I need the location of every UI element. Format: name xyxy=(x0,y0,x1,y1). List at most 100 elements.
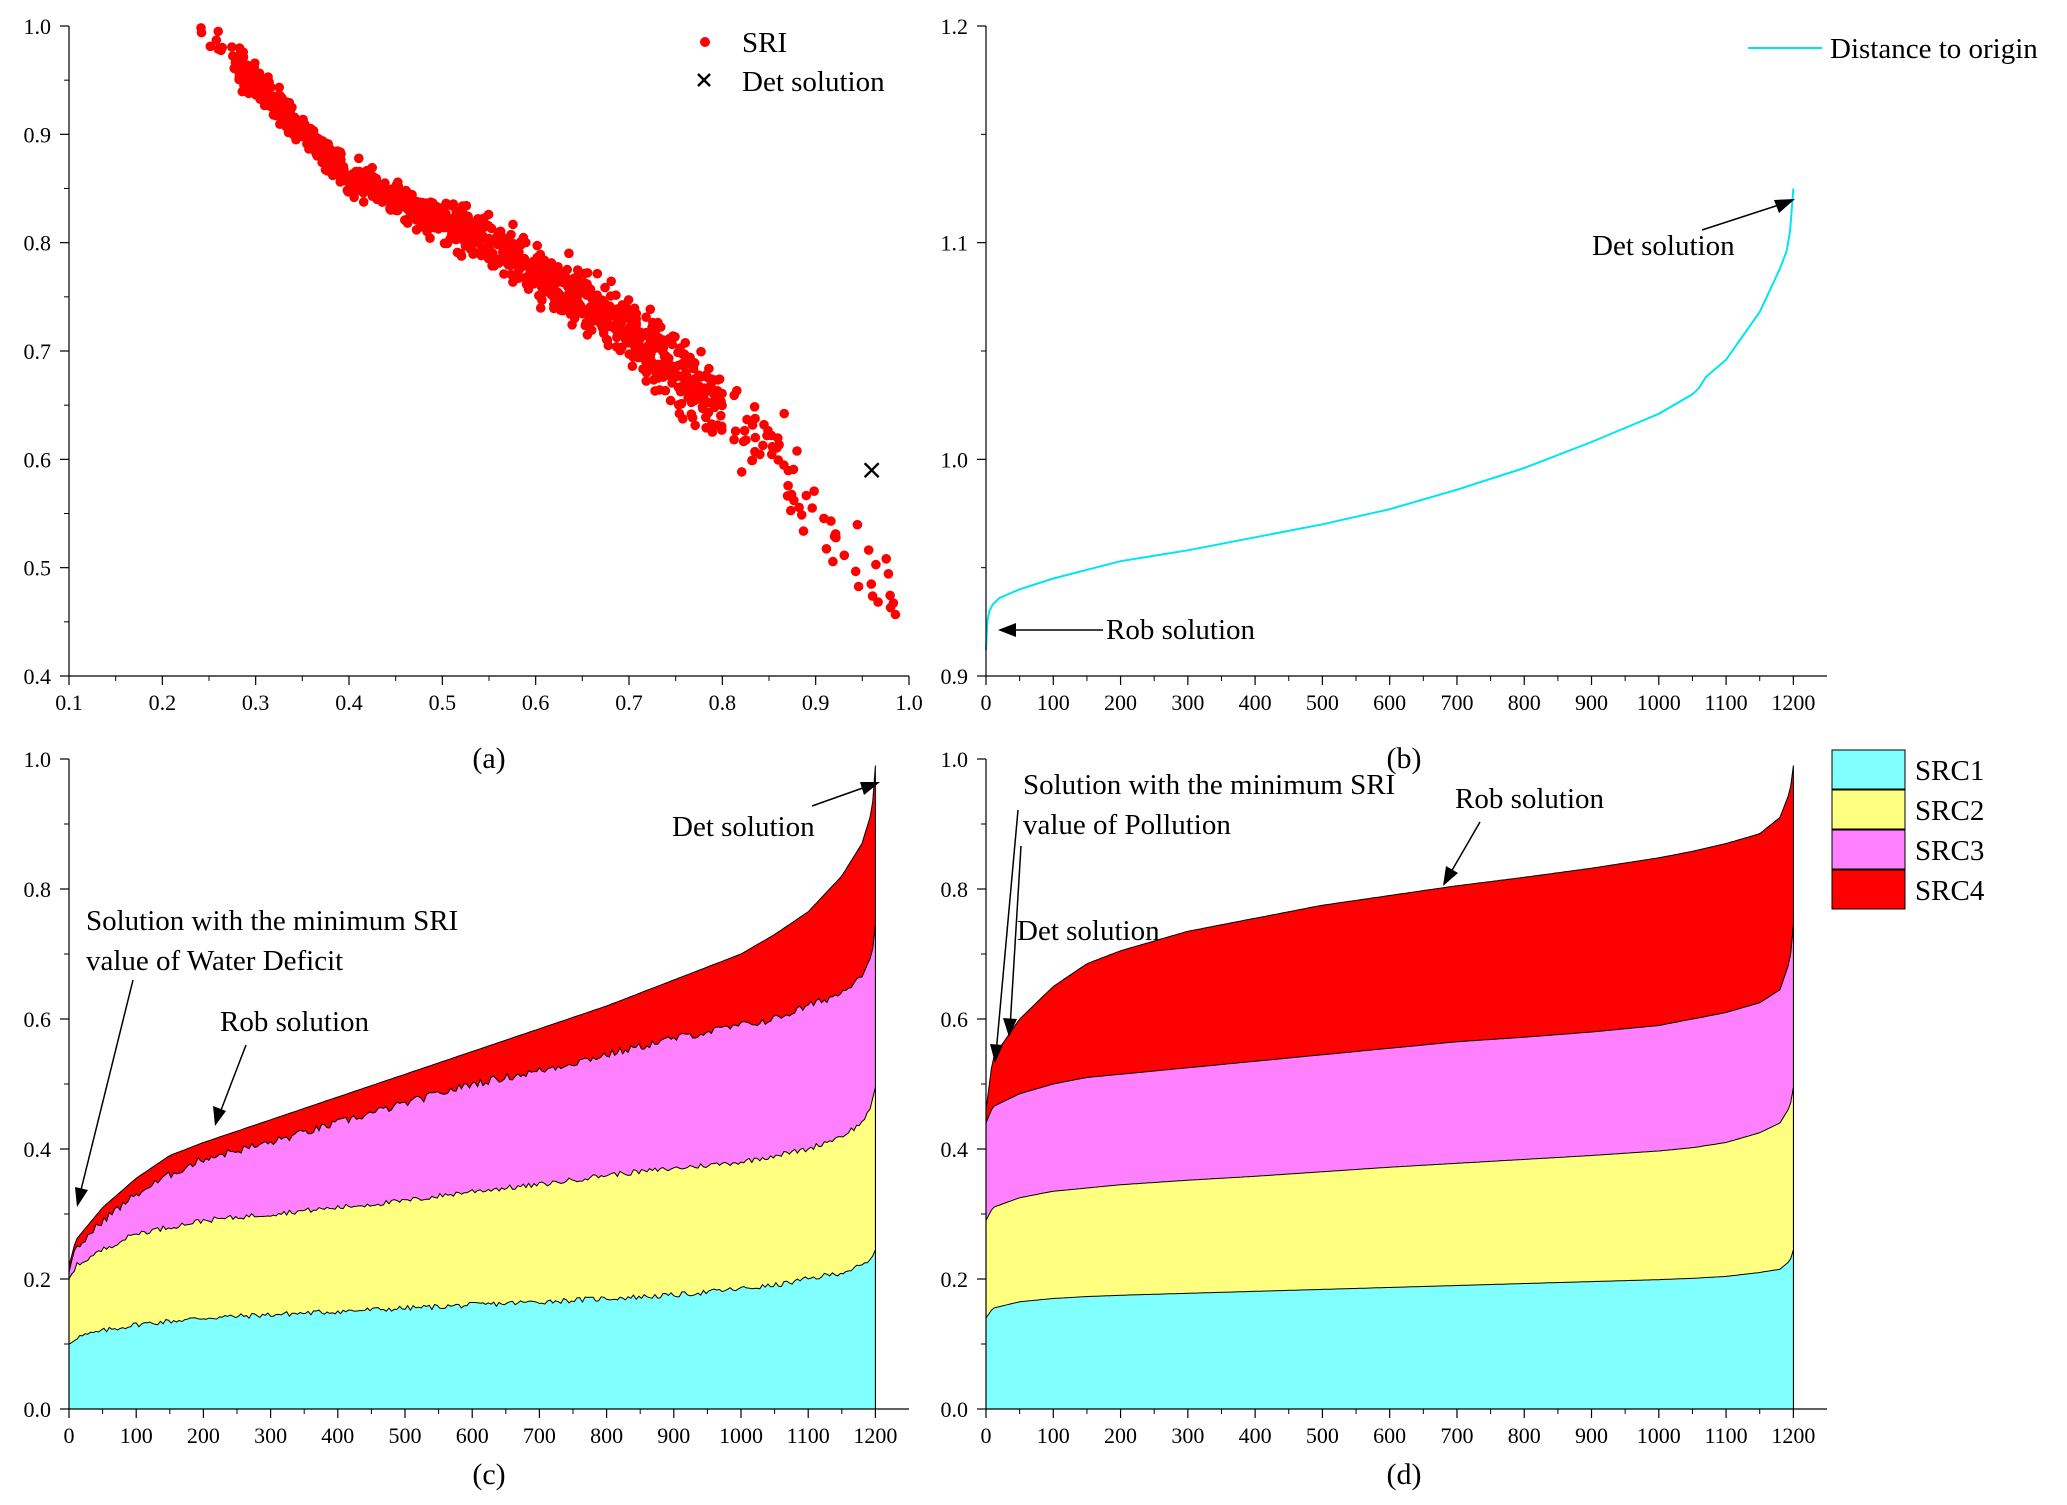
sri-point xyxy=(475,218,485,229)
sri-point xyxy=(574,307,585,318)
sri-point xyxy=(674,408,685,419)
legend-det-marker xyxy=(697,73,711,87)
sri-point xyxy=(441,212,452,223)
sri-point xyxy=(403,196,414,207)
panel-b-label: (b) xyxy=(1387,742,1422,775)
panel-d-xtick-label: 1200 xyxy=(1771,1423,1815,1448)
sri-point xyxy=(581,317,591,328)
legend-src4-swatch xyxy=(1831,869,1906,910)
panel-c-min-wd-line2: value of Water Deficit xyxy=(86,945,343,977)
sri-point xyxy=(558,277,569,288)
panel-b-xtick-label: 500 xyxy=(1306,690,1339,715)
distance-to-origin-line xyxy=(985,188,1795,651)
sri-point xyxy=(366,175,376,185)
sri-point xyxy=(510,274,520,285)
sri-point xyxy=(235,49,245,59)
panel-c-xtick-label: 100 xyxy=(120,1423,153,1448)
sri-point xyxy=(422,226,432,237)
sri-point xyxy=(374,179,384,190)
sri-point xyxy=(579,268,590,279)
sri-point xyxy=(798,526,809,536)
panel-d-xtick-label: 500 xyxy=(1306,1423,1339,1448)
sri-point xyxy=(537,295,547,306)
panel-a-xtick-label: 0.6 xyxy=(522,690,550,715)
panel-a-scatter: 0.1 0.2 0.3 0.4 0.5 0.6 0.7 0.8 0.9 1.0 0.4 0.5 0.6… xyxy=(24,14,923,775)
sri-point xyxy=(425,214,435,224)
panel-a-ytick-label: 1.0 xyxy=(24,14,52,39)
sri-point xyxy=(548,292,559,303)
sri-point xyxy=(354,166,365,177)
sri-point xyxy=(513,254,524,265)
sri-point xyxy=(357,184,368,194)
panel-a-ytick-label: 0.7 xyxy=(24,339,52,364)
sri-point xyxy=(502,253,513,263)
sri-point xyxy=(602,306,613,317)
sri-point xyxy=(819,513,829,524)
sri-point xyxy=(388,189,398,199)
sri-point xyxy=(627,361,638,372)
sri-point xyxy=(656,342,666,353)
legend-distance-label: Distance to origin xyxy=(1830,33,2038,65)
sri-point xyxy=(492,233,503,244)
sri-point xyxy=(679,361,689,372)
sri-point xyxy=(706,384,717,395)
panel-b-xtick-label: 1200 xyxy=(1771,690,1815,715)
panel-b-xtick-label: 100 xyxy=(1037,690,1070,715)
sri-point xyxy=(521,237,531,248)
panel-a-ytick-label: 0.9 xyxy=(24,122,52,147)
panel-d-xtick-label: 200 xyxy=(1104,1423,1137,1448)
sri-point xyxy=(480,245,490,256)
panel-c-rob-label: Rob solution xyxy=(220,1006,370,1038)
sri-point xyxy=(489,261,500,271)
panel-c-xtick-label: 1100 xyxy=(787,1423,830,1448)
sri-point xyxy=(683,386,694,397)
panel-b-annotation-det: Det solution xyxy=(1592,199,1795,262)
legend-sri-label: SRI xyxy=(742,27,787,59)
panel-c-plot-area xyxy=(68,765,876,1410)
sri-point xyxy=(853,581,864,592)
panel-d-xtick-label: 800 xyxy=(1508,1423,1541,1448)
panel-a-legend: SRI Det solution xyxy=(697,27,885,98)
sri-point xyxy=(706,374,717,384)
sri-point xyxy=(605,291,616,301)
legend-src3-label: SRC3 xyxy=(1915,835,1984,867)
sri-point xyxy=(888,598,899,608)
panel-d-legend: SRC1 SRC2 SRC3 SRC4 xyxy=(1831,749,1985,910)
panel-d-annotation-rob: Rob solution xyxy=(1443,783,1605,886)
sri-point xyxy=(441,198,451,209)
sri-point xyxy=(641,376,651,386)
sri-point xyxy=(593,307,604,317)
sri-point xyxy=(274,82,285,93)
panel-a-xtick-label: 0.1 xyxy=(55,690,83,715)
panel-c-annotation-min-wd: Solution with the minimum SRI value of W… xyxy=(75,905,458,1207)
sri-point xyxy=(673,400,684,410)
panel-b-xtick-label: 800 xyxy=(1508,690,1541,715)
panel-d-annotation-det: Det solution xyxy=(1017,915,1160,947)
sri-point xyxy=(637,343,648,353)
sri-point xyxy=(602,335,613,345)
sri-point xyxy=(336,149,346,159)
panel-a-ytick-label: 0.8 xyxy=(24,231,52,256)
sri-point xyxy=(415,214,426,225)
sri-point xyxy=(750,432,761,443)
sri-point xyxy=(508,219,518,230)
panel-a-xtick-label: 0.2 xyxy=(149,690,177,715)
sri-point xyxy=(624,323,634,333)
panel-c-stacked-area: 0 100 200 300 400 500 600 700 800 900 1000 1100 1200… xyxy=(24,747,909,1491)
sri-point xyxy=(213,26,223,37)
sri-point xyxy=(759,419,769,430)
sri-point xyxy=(320,138,331,148)
panel-b-ytick-label: 1.1 xyxy=(941,231,969,256)
panel-d-xtick-label: 1000 xyxy=(1637,1423,1681,1448)
sri-point xyxy=(548,285,559,296)
sri-point xyxy=(402,218,413,228)
sri-point xyxy=(255,94,265,104)
sri-point xyxy=(310,147,321,157)
panel-d-xtick-label: 400 xyxy=(1239,1423,1272,1448)
legend-src1-label: SRC1 xyxy=(1915,755,1984,787)
sri-point xyxy=(535,303,546,313)
sri-point xyxy=(542,265,552,275)
sri-point xyxy=(531,256,541,267)
panel-b-xtick-label: 1000 xyxy=(1637,690,1681,715)
panel-a-xtick-label: 0.9 xyxy=(802,690,830,715)
